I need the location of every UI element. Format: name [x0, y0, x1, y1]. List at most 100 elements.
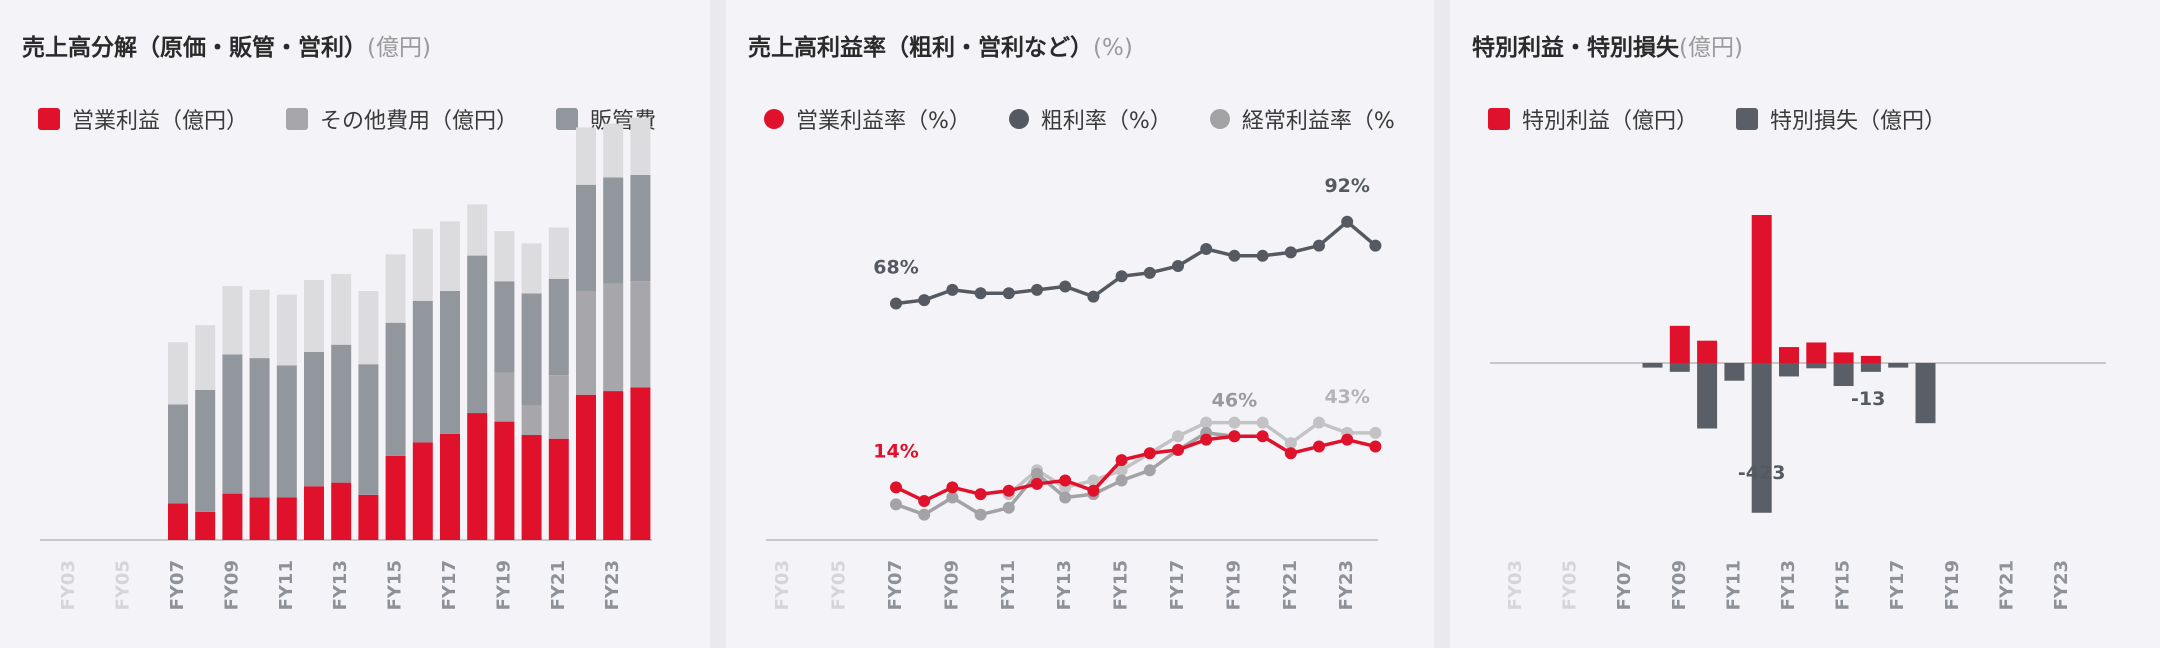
data-point [1087, 290, 1100, 303]
bar-segment [630, 281, 651, 388]
legend-swatch [556, 108, 579, 130]
x-tick-label: FY19 [1942, 560, 1963, 610]
data-point [1059, 474, 1072, 487]
data-point [974, 287, 987, 300]
bar [1724, 363, 1745, 381]
legend-item-special-gain[interactable]: 特別利益（億円） [1488, 104, 1698, 134]
x-tick-label: FY21 [1996, 560, 2017, 610]
data-point [1369, 426, 1382, 439]
legend-item-ordinary-margin[interactable]: 経常利益率（%） [1209, 104, 1394, 134]
legend-item-gross-margin[interactable]: 粗利率（%） [1008, 104, 1172, 134]
data-point [1059, 491, 1072, 504]
bar-segment [603, 177, 624, 284]
bar-segment [304, 486, 324, 540]
data-point [974, 488, 987, 501]
x-tick-label: FY07 [167, 560, 188, 610]
x-tick-label: FY13 [1054, 560, 1075, 610]
data-point [1313, 239, 1325, 252]
legend-swatch [1488, 108, 1510, 130]
bar-segment [603, 391, 624, 540]
bar-segment [222, 493, 243, 540]
data-point [1228, 416, 1241, 429]
bar-segment [249, 358, 270, 498]
legend-label: 特別損失（億円） [1770, 109, 1947, 134]
bar [1833, 363, 1854, 387]
bar [1751, 363, 1772, 513]
data-label: 43% [1324, 386, 1369, 408]
bar [1642, 363, 1663, 368]
data-point [1313, 416, 1325, 429]
bar-segment [440, 221, 460, 291]
bar-segment [576, 290, 596, 395]
data-point [890, 498, 902, 511]
legend-swatch [1209, 109, 1230, 129]
data-point [1256, 249, 1269, 262]
bar-segment [521, 293, 542, 406]
bar-segment [467, 255, 488, 414]
x-tick-label: FY19 [1223, 560, 1244, 610]
x-tick-label: FY07 [1614, 560, 1635, 610]
bar-segment [440, 433, 460, 540]
x-tick-label: FY15 [1111, 560, 1132, 610]
data-point [1369, 440, 1382, 453]
bar-segment [548, 375, 569, 439]
bar-segment [358, 364, 379, 495]
data-point [946, 283, 959, 296]
bar-segment [576, 394, 596, 540]
bar-segment [195, 325, 216, 390]
title-unit: (%) [1093, 35, 1133, 61]
legend: 特別利益（億円） 特別損失（億円） [1488, 104, 1946, 134]
data-point [946, 481, 959, 494]
bar [1669, 325, 1690, 363]
data-label: 92% [1324, 175, 1369, 197]
bar [1697, 363, 1718, 429]
data-point [1200, 433, 1213, 446]
bar-segment [412, 228, 433, 301]
data-point [1143, 447, 1156, 460]
x-tick-label: FY05 [113, 560, 134, 610]
data-label: 14% [873, 440, 918, 462]
x-tick-label: FY09 [941, 560, 962, 610]
data-point [1031, 477, 1043, 490]
data-point [1172, 260, 1184, 273]
data-point [918, 508, 931, 521]
legend-item-operating-margin[interactable]: 営業利益率（%） [764, 104, 971, 134]
bar [1779, 363, 1799, 377]
bar-segment [276, 294, 297, 366]
bar-segment [304, 352, 324, 487]
x-tick-label: FY17 [1887, 560, 1908, 610]
bar [1751, 215, 1772, 363]
bar-segment [521, 405, 542, 436]
data-point [1115, 464, 1128, 477]
x-tick-label: FY09 [1669, 560, 1690, 610]
data-point [918, 294, 931, 307]
bar-segment [494, 372, 515, 422]
data-point [1369, 239, 1382, 252]
data-point [1313, 440, 1325, 453]
data-point [1284, 447, 1297, 460]
bar [1806, 363, 1827, 369]
legend-item-other-costs[interactable]: その他費用（億円） [286, 104, 518, 134]
bar-segment [168, 342, 188, 405]
legend-item-operating-profit[interactable]: 営業利益（億円） [38, 104, 248, 134]
bar-segment [548, 438, 569, 540]
legend-swatch [38, 108, 60, 130]
chart-sales-breakdown: FY03 FY05 FY07 FY09 FY11 FY13 FY15 FY17 FY19 FY21… [40, 117, 652, 610]
data-point [890, 481, 902, 494]
x-tick-label: FY17 [1167, 560, 1188, 610]
legend-item-special-loss[interactable]: 特別損失（億円） [1736, 104, 1946, 134]
bar [1915, 363, 1936, 424]
series-line [895, 220, 1377, 306]
legend: 営業利益（億円） その他費用（億円） 販管費 [38, 104, 656, 134]
bar-segment [467, 204, 488, 256]
series-line [895, 434, 1376, 503]
x-tick-label: FY13 [330, 560, 351, 610]
data-point [1115, 474, 1128, 487]
bar-segment [630, 117, 651, 176]
title-text: 売上高利益率（粗利・営利など） [748, 35, 1093, 61]
bar-segment [548, 278, 569, 376]
bar [1833, 352, 1854, 363]
data-point [1284, 246, 1297, 259]
data-point [1087, 474, 1100, 487]
